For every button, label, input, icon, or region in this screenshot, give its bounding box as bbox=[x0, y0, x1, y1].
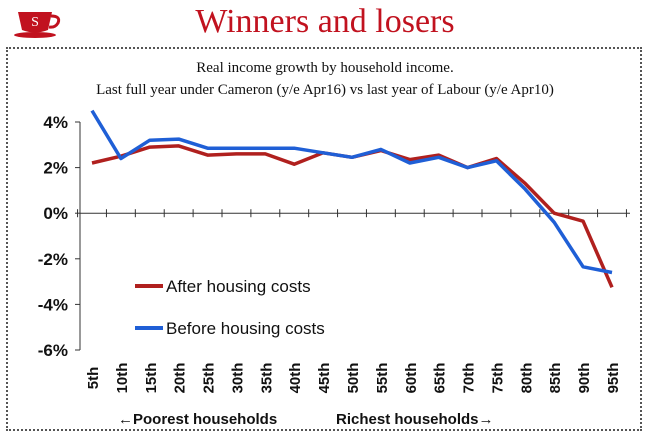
y-tick-label: 0% bbox=[43, 204, 68, 223]
x-tick-label: 80th bbox=[518, 363, 535, 394]
chart-subtitle: Last full year under Cameron (y/e Apr16)… bbox=[96, 82, 554, 98]
x-tick-label: 30th bbox=[229, 363, 246, 394]
x-tick-label: 35th bbox=[258, 363, 275, 394]
teacup-logo-icon: S bbox=[14, 12, 61, 38]
x-tick-label: 5th bbox=[85, 367, 102, 390]
x-annotation-right: Richest households→ bbox=[336, 411, 494, 428]
x-tick-label: 15th bbox=[143, 363, 160, 394]
x-tick-label: 10th bbox=[114, 363, 131, 394]
x-annotation-left: ←Poorest households bbox=[118, 411, 278, 428]
x-tick-label: 95th bbox=[605, 363, 622, 394]
y-tick-label: -4% bbox=[38, 295, 68, 314]
x-tick-label: 50th bbox=[345, 363, 362, 394]
x-tick-label: 40th bbox=[287, 363, 304, 394]
logo-letter: S bbox=[31, 15, 39, 30]
x-tick-label: 75th bbox=[489, 363, 506, 394]
x-tick-label: 90th bbox=[576, 363, 593, 394]
x-tick-label: 45th bbox=[316, 363, 333, 394]
y-tick-label: 4% bbox=[43, 113, 68, 132]
y-tick-label: -6% bbox=[38, 341, 68, 360]
series-line-before-housing-costs bbox=[90, 109, 613, 275]
page-title: Winners and losers bbox=[195, 3, 455, 40]
x-tick-label: 70th bbox=[461, 363, 478, 394]
chart-title: Real income growth by household income. bbox=[196, 60, 454, 76]
x-tick-label: 25th bbox=[201, 363, 218, 394]
x-tick-label: 60th bbox=[403, 363, 420, 394]
legend-label: After housing costs bbox=[166, 277, 311, 296]
legend-label: Before housing costs bbox=[166, 319, 325, 338]
chart-frame bbox=[6, 47, 642, 431]
x-tick-label: 65th bbox=[432, 363, 449, 394]
y-tick-label: 2% bbox=[43, 159, 68, 178]
x-tick-label: 55th bbox=[374, 363, 391, 394]
x-tick-label: 20th bbox=[172, 363, 189, 394]
series-line-after-housing-costs bbox=[91, 144, 614, 289]
y-tick-label: -2% bbox=[38, 250, 68, 269]
x-tick-label: 85th bbox=[547, 363, 564, 394]
